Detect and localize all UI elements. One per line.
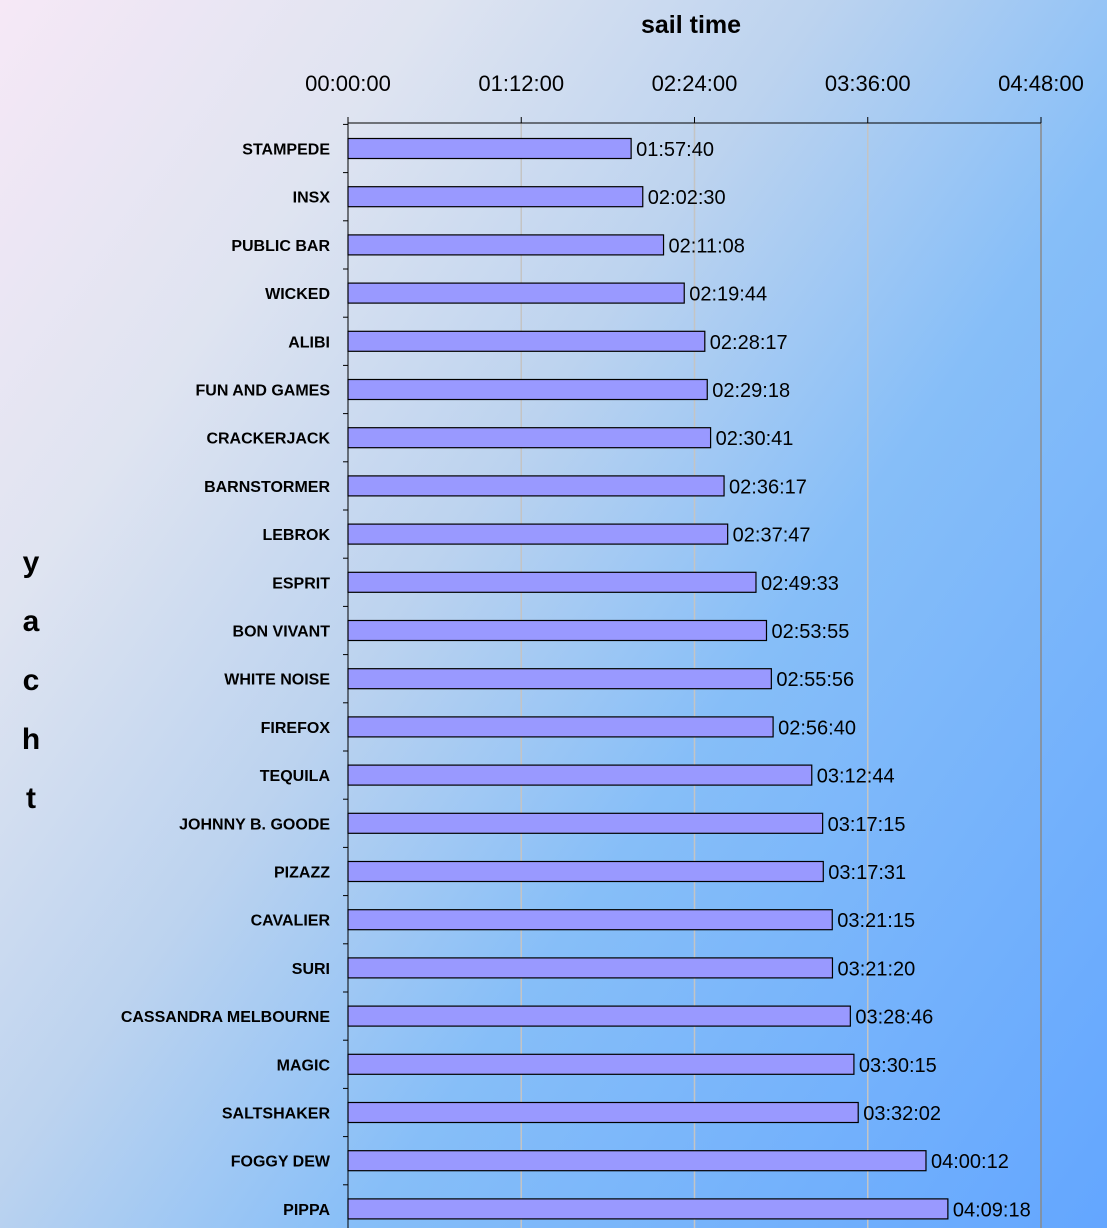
x-tick-label: 04:48:00 <box>998 71 1084 96</box>
bars <box>347 137 949 1220</box>
bar <box>347 571 757 593</box>
bar <box>347 812 824 834</box>
data-label: 02:55:56 <box>776 669 854 691</box>
x-tick-label: 02:24:00 <box>652 71 738 96</box>
y-axis-title-letter: t <box>26 782 36 815</box>
bar <box>347 186 644 208</box>
category-label: PIPPA <box>283 1202 330 1219</box>
category-label: JOHNNY B. GOODE <box>179 816 330 833</box>
category-label: FUN AND GAMES <box>195 383 330 400</box>
bar <box>347 1005 851 1027</box>
data-label: 03:21:20 <box>837 958 915 980</box>
data-label: 03:12:44 <box>817 766 895 788</box>
bar <box>347 1150 927 1172</box>
data-label: 03:30:15 <box>859 1055 937 1077</box>
bar <box>347 957 834 979</box>
x-tick-label: 03:36:00 <box>825 71 911 96</box>
bar <box>347 860 824 883</box>
category-label: BARNSTORMER <box>204 479 330 496</box>
y-axis-title-letter: h <box>22 723 40 756</box>
category-label: CRACKERJACK <box>206 431 330 448</box>
data-label: 02:29:18 <box>712 380 790 402</box>
category-label: MAGIC <box>277 1057 331 1074</box>
data-label: 02:28:17 <box>710 332 788 354</box>
y-axis-title-letter: y <box>23 546 40 579</box>
category-label: STAMPEDE <box>242 142 330 159</box>
data-label: 03:28:46 <box>855 1007 933 1029</box>
bar <box>347 475 725 497</box>
data-label: 03:17:31 <box>828 862 906 884</box>
category-label: INSX <box>293 190 331 207</box>
data-label: 04:09:18 <box>953 1199 1031 1221</box>
category-label: PIZAZZ <box>274 865 330 882</box>
data-label: 02:36:17 <box>729 476 807 498</box>
bar <box>347 716 774 738</box>
category-label: FIREFOX <box>261 720 331 737</box>
y-axis-title-letter: a <box>23 605 40 638</box>
data-labels: 01:57:40 02:02:30 02:11:08 02:19:44 02:28:17… <box>636 139 1031 1221</box>
bar <box>347 330 706 352</box>
category-label: LEBROK <box>262 527 330 544</box>
x-tick-label: 01:12:00 <box>478 71 564 96</box>
bar <box>347 668 772 690</box>
bar <box>347 909 833 931</box>
category-label: SALTSHAKER <box>222 1106 331 1123</box>
bar <box>347 1053 855 1075</box>
category-label: TEQUILA <box>260 768 331 785</box>
data-label: 02:19:44 <box>689 284 767 306</box>
y-axis-title-letter: c <box>23 664 40 697</box>
data-label: 02:37:47 <box>733 525 811 547</box>
category-label: ESPRIT <box>272 575 330 592</box>
x-tick-labels: 00:00:00 01:12:00 02:24:00 03:36:00 04:48:00 <box>305 71 1084 96</box>
bar <box>347 137 632 160</box>
data-label: 02:30:41 <box>716 428 794 450</box>
category-label: WICKED <box>265 286 330 303</box>
bar <box>347 427 712 449</box>
bar <box>347 764 813 786</box>
category-label: WHITE NOISE <box>224 672 330 689</box>
category-labels: STAMPEDE INSX PUBLIC BAR WICKED ALIBI FUN AND… <box>121 142 331 1219</box>
data-label: 01:57:40 <box>636 139 714 161</box>
bar <box>347 378 708 401</box>
category-label: PUBLIC BAR <box>231 238 330 255</box>
data-label: 02:53:55 <box>771 621 849 643</box>
category-label: CASSANDRA MELBOURNE <box>121 1009 331 1026</box>
data-label: 02:02:30 <box>648 187 726 209</box>
category-label: ALIBI <box>288 334 330 351</box>
data-label: 03:17:15 <box>828 814 906 836</box>
data-label: 02:49:33 <box>761 573 839 595</box>
bar <box>347 523 729 545</box>
bar <box>347 234 665 256</box>
data-label: 02:56:40 <box>778 717 856 739</box>
data-label: 03:32:02 <box>863 1103 941 1125</box>
bar <box>347 1198 949 1220</box>
category-label: BON VIVANT <box>233 624 331 641</box>
data-label: 04:00:12 <box>931 1151 1009 1173</box>
x-axis-title: sail time <box>641 11 741 39</box>
data-label: 02:11:08 <box>669 235 745 257</box>
bar <box>347 282 685 304</box>
x-tick-label: 00:00:00 <box>305 71 391 96</box>
bar <box>347 1101 859 1124</box>
category-label: FOGGY DEW <box>231 1154 331 1171</box>
bar <box>347 619 768 642</box>
data-label: 03:21:15 <box>837 910 915 932</box>
category-label: SURI <box>292 961 330 978</box>
category-label: CAVALIER <box>251 913 331 930</box>
